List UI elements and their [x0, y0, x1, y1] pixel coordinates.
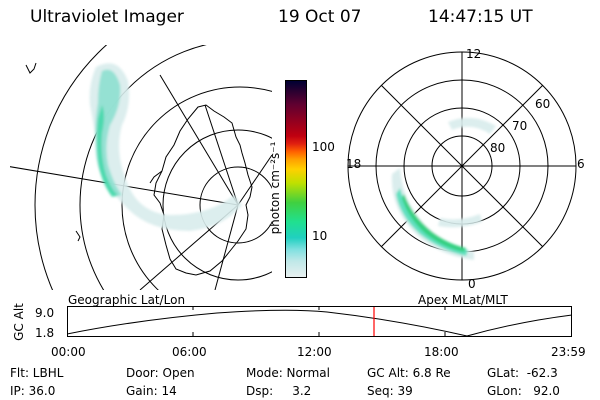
date-label: 19 Oct 07 [278, 7, 362, 27]
altitude-plot [67, 306, 573, 337]
mlat-label-60: 60 [535, 97, 551, 111]
instrument-title: Ultraviolet Imager [30, 7, 184, 27]
lat-circle [34, 45, 108, 290]
colorbar-tick-10: 10 [312, 229, 328, 243]
aurora-emission [438, 214, 482, 228]
altitude-ylabel: GC Alt [12, 303, 26, 341]
mlt-label-12: 12 [466, 47, 482, 61]
lat-circle [121, 86, 272, 290]
altitude-plot-frame [67, 306, 572, 337]
door-info: Door: Open [126, 366, 195, 380]
altitude-xtick-2359: 23:59 [551, 345, 586, 359]
aurora-emission [448, 117, 496, 134]
meridian [237, 154, 272, 206]
mode-info: Mode: Normal [246, 366, 330, 380]
colorbar-label: photon cm⁻²s⁻¹ [268, 141, 282, 235]
antarctica-coastline [153, 104, 253, 276]
meridian [204, 104, 239, 206]
altitude-xtick-0600: 06:00 [172, 345, 207, 359]
glon-info: GLon: 92.0 [487, 384, 560, 398]
lat-circle [79, 45, 207, 290]
time-label: 14:47:15 UT [428, 7, 533, 27]
altitude-xtick-0000: 00:00 [51, 345, 86, 359]
altitude-ytick-1.8: 1.8 [35, 326, 55, 340]
colorbar [285, 80, 307, 278]
altitude-ytick-9: 9.0 [35, 306, 55, 320]
colorbar-tick-100: 100 [312, 140, 335, 154]
ip-info: IP: 36.0 [10, 384, 56, 398]
altitude-xtick-1200: 12:00 [297, 345, 332, 359]
mlt-label-0: 0 [468, 277, 476, 291]
gc-alt-info: GC Alt: 6.8 Re [367, 366, 451, 380]
altitude-xtick-1800: 18:00 [424, 345, 459, 359]
aurora-emission [97, 105, 118, 197]
lat-circle [199, 166, 272, 244]
geographic-map-panel [10, 45, 272, 290]
polar-mlt-panel [347, 51, 577, 281]
dsp-info: Dsp: 3.2 [246, 384, 312, 398]
filter-info: Flt: LBHL [10, 366, 64, 380]
altitude-curve [67, 309, 573, 337]
island-coastline [75, 230, 81, 242]
gain-info: Gain: 14 [126, 384, 177, 398]
peninsula-coastline [149, 170, 163, 184]
lat-circle [162, 129, 272, 281]
mlat-label-80: 80 [490, 141, 506, 155]
seq-info: Seq: 39 [367, 384, 413, 398]
mlt-label-6: 6 [577, 157, 585, 171]
polar-panel-label: Apex MLat/MLT [418, 293, 508, 307]
mlat-label-70: 70 [512, 119, 528, 133]
meridian [159, 74, 239, 206]
meridian [214, 204, 239, 290]
aurora-emission [89, 63, 242, 231]
glat-info: GLat: -62.3 [487, 366, 558, 380]
geo-panel-label: Geographic Lat/Lon [68, 293, 186, 307]
mlt-label-18: 18 [346, 157, 362, 171]
island-coastline [25, 62, 37, 74]
